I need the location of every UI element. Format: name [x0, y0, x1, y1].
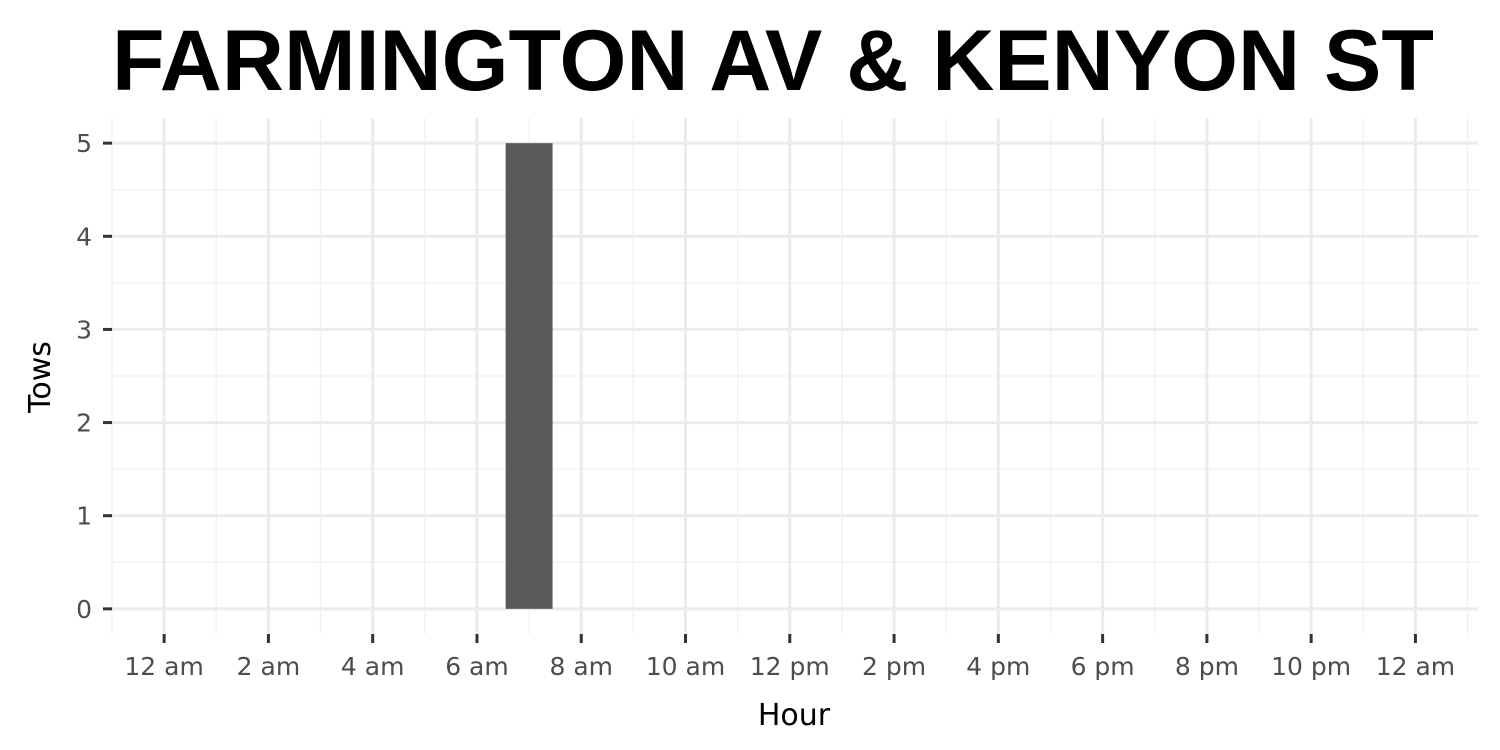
x-tick-label: 12 am [124, 652, 203, 681]
y-tick-label: 0 [76, 595, 92, 624]
y-tick-label: 3 [76, 315, 92, 344]
y-axis-title: Tows [23, 341, 58, 414]
x-tick-label: 10 am [646, 652, 725, 681]
x-tick-label: 6 pm [1071, 652, 1135, 681]
x-tick-label: 6 am [445, 652, 509, 681]
x-tick-label: 8 am [549, 652, 613, 681]
x-tick-label: 12 am [1376, 652, 1455, 681]
x-tick-label: 8 pm [1175, 652, 1239, 681]
x-tick-label: 4 am [341, 652, 405, 681]
bars [505, 143, 553, 609]
x-tick-label: 12 pm [750, 652, 830, 681]
chart-title: FARMINGTON AV & KENYON ST [112, 13, 1434, 109]
y-tick-label: 2 [76, 409, 92, 438]
x-tick-label: 4 pm [966, 652, 1030, 681]
x-axis-title: Hour [758, 698, 831, 733]
y-tick-label: 4 [76, 222, 92, 251]
x-tick-label: 2 am [237, 652, 301, 681]
y-tick-label: 1 [76, 502, 92, 531]
bar [505, 143, 553, 609]
x-tick-label: 10 pm [1271, 652, 1351, 681]
x-tick-label: 2 pm [862, 652, 926, 681]
grid [111, 118, 1478, 634]
axes: 12 am 2 am 4 am 6 am 8 am 10 am 12 pm 2 pm 4 pm 6… [76, 129, 1455, 681]
y-tick-label: 5 [76, 129, 92, 158]
